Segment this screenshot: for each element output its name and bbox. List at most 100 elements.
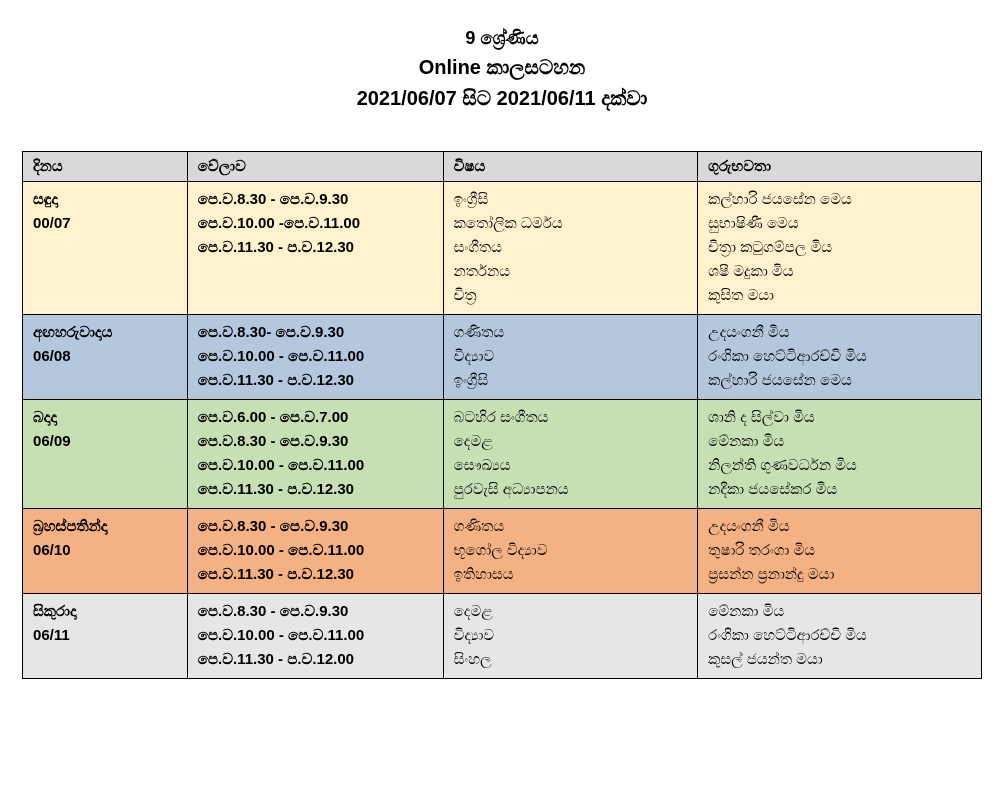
subject-cell: ගණිතයවිද්‍යාවඉංග්‍රීසි bbox=[443, 315, 698, 400]
subject-cell-line: සෞඛ්‍යය bbox=[454, 454, 688, 478]
subject-cell-line: සංගීතය bbox=[454, 236, 688, 260]
table-row: සඳුදා00/07පෙ.ව.8.30 - පෙ.ව.9.30පෙ.ව.10.0… bbox=[23, 182, 982, 315]
day-cell-line: 00/07 bbox=[33, 212, 177, 236]
day-cell: සඳුදා00/07 bbox=[23, 182, 188, 315]
timetable-body: සඳුදා00/07පෙ.ව.8.30 - පෙ.ව.9.30පෙ.ව.10.0… bbox=[23, 182, 982, 679]
subject-cell-line: බටහිර සංගීතය bbox=[454, 406, 688, 430]
teacher-cell: ශානි ද සිල්වා මියමේනකා මියනිලන්ති ගුණවර්… bbox=[698, 400, 982, 509]
time-cell: පෙ.ව.8.30 - පෙ.ව.9.30පෙ.ව.10.00 -පෙ.ව.11… bbox=[187, 182, 443, 315]
teacher-cell-line: චිත්‍රා කටුගම්පල මිය bbox=[708, 236, 971, 260]
time-cell-line: පෙ.ව.6.00 - පෙ.ව.7.00 bbox=[198, 406, 433, 430]
time-cell-line: පෙ.ව.8.30 - පෙ.ව.9.30 bbox=[198, 188, 433, 212]
teacher-cell-line: නදීකා ජයසේකර මිය bbox=[708, 478, 971, 502]
time-cell-line: පෙ.ව.11.30 - ප.ව.12.30 bbox=[198, 236, 433, 260]
time-cell-line: පෙ.ව.11.30 - ප.ව.12.00 bbox=[198, 648, 433, 672]
teacher-cell-line: කල්හාරි ජයසේන මෙය bbox=[708, 369, 971, 393]
time-cell-line: පෙ.ව.10.00 - පෙ.ව.11.00 bbox=[198, 624, 433, 648]
col-day: දිනය bbox=[23, 152, 188, 182]
teacher-cell-line: උදයංගනී මිය bbox=[708, 321, 971, 345]
teacher-cell: උදයංගනී මියතුෂාරි තරංගා මියප්‍රසන්න ප්‍ර… bbox=[698, 509, 982, 594]
day-cell-line: සිකුරාදා bbox=[33, 600, 177, 624]
day-cell-line: 06/09 bbox=[33, 430, 177, 454]
subject-cell-line: ඉතිහාසය bbox=[454, 563, 688, 587]
subject-cell-line: දෙමළ bbox=[454, 430, 688, 454]
time-cell-line: පෙ.ව.8.30 - පෙ.ව.9.30 bbox=[198, 600, 433, 624]
subject-cell-line: විද්‍යාව bbox=[454, 345, 688, 369]
time-cell: පෙ.ව.8.30 - පෙ.ව.9.30පෙ.ව.10.00 - පෙ.ව.1… bbox=[187, 509, 443, 594]
teacher-cell-line: කල්හාරි ජයසේන මෙය bbox=[708, 188, 971, 212]
table-row: අඟහරුවාදාය06/08පෙ.ව.8.30- පෙ.ව.9.30පෙ.ව.… bbox=[23, 315, 982, 400]
teacher-cell-line: මේනකා මිය bbox=[708, 430, 971, 454]
subject-cell-line: සිංහල bbox=[454, 648, 688, 672]
teacher-cell: උදයංගනී මියරංගිකා හෙට්ටිආරච්චි මියකල්හාර… bbox=[698, 315, 982, 400]
time-cell-line: පෙ.ව.10.00 - පෙ.ව.11.00 bbox=[198, 345, 433, 369]
teacher-cell-line: ශෂී මදුකා මිය bbox=[708, 260, 971, 284]
day-cell-line: අඟහරුවාදාය bbox=[33, 321, 177, 345]
header-row: දිනය වේලාව විෂය ගුරුභවතා bbox=[23, 152, 982, 182]
time-cell-line: පෙ.ව.8.30 - පෙ.ව.9.30 bbox=[198, 515, 433, 539]
teacher-cell-line: උදයංගනී මිය bbox=[708, 515, 971, 539]
subject-cell: බටහිර සංගීතයදෙමළසෞඛ්‍යයපුරවැසි අධ්‍යාපනය bbox=[443, 400, 698, 509]
teacher-cell-line: ශානි ද සිල්වා මිය bbox=[708, 406, 971, 430]
col-teacher: ගුරුභවතා bbox=[698, 152, 982, 182]
time-cell: පෙ.ව.8.30 - පෙ.ව.9.30පෙ.ව.10.00 - පෙ.ව.1… bbox=[187, 594, 443, 679]
day-cell: සිකුරාදා06/11 bbox=[23, 594, 188, 679]
day-cell-line: 06/10 bbox=[33, 539, 177, 563]
time-cell-line: පෙ.ව.10.00 - පෙ.ව.11.00 bbox=[198, 454, 433, 478]
teacher-cell-line: ප්‍රසන්න ප්‍රනාන්දු මයා bbox=[708, 563, 971, 587]
header-line-1: 9 ශ්‍රේණිය bbox=[22, 28, 982, 49]
teacher-cell-line: නිලන්ති ගුණවර්ධන මිය bbox=[708, 454, 971, 478]
subject-cell-line: පුරවැසි අධ්‍යාපනය bbox=[454, 478, 688, 502]
teacher-cell-line: රංගිකා හෙට්ටිආරච්චි මිය bbox=[708, 345, 971, 369]
day-cell-line: 06/11 bbox=[33, 624, 177, 648]
teacher-cell-line: කුසිත මයා bbox=[708, 284, 971, 308]
timetable: දිනය වේලාව විෂය ගුරුභවතා සඳුදා00/07පෙ.ව.… bbox=[22, 151, 982, 679]
time-cell-line: පෙ.ව.8.30 - පෙ.ව.9.30 bbox=[198, 430, 433, 454]
day-cell-line: බ්‍රහස්පතින්දා bbox=[33, 515, 177, 539]
day-cell: බ්‍රහස්පතින්දා06/10 bbox=[23, 509, 188, 594]
header-line-2: Online කාලසටහන bbox=[22, 57, 982, 80]
header-line-3: 2021/06/07 සිට 2021/06/11 දක්වා bbox=[22, 88, 982, 111]
time-cell-line: පෙ.ව.11.30 - ප.ව.12.30 bbox=[198, 563, 433, 587]
time-cell: පෙ.ව.6.00 - පෙ.ව.7.00පෙ.ව.8.30 - පෙ.ව.9.… bbox=[187, 400, 443, 509]
time-cell-line: පෙ.ව.8.30- පෙ.ව.9.30 bbox=[198, 321, 433, 345]
teacher-cell: මේනකා මියරංගිකා හෙට්ටිආරච්චි මියකුසල් ජය… bbox=[698, 594, 982, 679]
subject-cell-line: භූගෝල විද්‍යාව bbox=[454, 539, 688, 563]
subject-cell-line: කතෝලික ධර්මය bbox=[454, 212, 688, 236]
timetable-head: දිනය වේලාව විෂය ගුරුභවතා bbox=[23, 152, 982, 182]
subject-cell-line: චිත්‍ර bbox=[454, 284, 688, 308]
document-page: 9 ශ්‍රේණිය Online කාලසටහන 2021/06/07 සිට… bbox=[22, 28, 982, 679]
subject-cell: ගණිතයභූගෝල විද්‍යාවඉතිහාසය bbox=[443, 509, 698, 594]
time-cell: පෙ.ව.8.30- පෙ.ව.9.30පෙ.ව.10.00 - පෙ.ව.11… bbox=[187, 315, 443, 400]
time-cell-line: පෙ.ව.11.30 - ප.ව.12.30 bbox=[198, 369, 433, 393]
subject-cell-line: ගණිතය bbox=[454, 515, 688, 539]
subject-cell-line: දෙමළ bbox=[454, 600, 688, 624]
day-cell: අඟහරුවාදාය06/08 bbox=[23, 315, 188, 400]
subject-cell: දෙමළවිද්‍යාවසිංහල bbox=[443, 594, 698, 679]
time-cell-line: පෙ.ව.11.30 - ප.ව.12.30 bbox=[198, 478, 433, 502]
day-cell: බදාදා06/09 bbox=[23, 400, 188, 509]
subject-cell: ඉංග්‍රීසිකතෝලික ධර්මයසංගීතයනර්තනයචිත්‍ර bbox=[443, 182, 698, 315]
teacher-cell: කල්හාරි ජයසේන මෙයසුභාෂිණී මෙයචිත්‍රා කටු… bbox=[698, 182, 982, 315]
teacher-cell-line: සුභාෂිණී මෙය bbox=[708, 212, 971, 236]
day-cell-line: බදාදා bbox=[33, 406, 177, 430]
col-subject: විෂය bbox=[443, 152, 698, 182]
time-cell-line: පෙ.ව.10.00 -පෙ.ව.11.00 bbox=[198, 212, 433, 236]
day-cell-line: සඳුදා bbox=[33, 188, 177, 212]
teacher-cell-line: තුෂාරි තරංගා මිය bbox=[708, 539, 971, 563]
subject-cell-line: ඉංග්‍රීසි bbox=[454, 188, 688, 212]
document-header: 9 ශ්‍රේණිය Online කාලසටහන 2021/06/07 සිට… bbox=[22, 28, 982, 111]
subject-cell-line: විද්‍යාව bbox=[454, 624, 688, 648]
day-cell-line: 06/08 bbox=[33, 345, 177, 369]
table-row: බදාදා06/09පෙ.ව.6.00 - පෙ.ව.7.00පෙ.ව.8.30… bbox=[23, 400, 982, 509]
teacher-cell-line: රංගිකා හෙට්ටිආරච්චි මිය bbox=[708, 624, 971, 648]
table-row: බ්‍රහස්පතින්දා06/10පෙ.ව.8.30 - පෙ.ව.9.30… bbox=[23, 509, 982, 594]
subject-cell-line: ඉංග්‍රීසි bbox=[454, 369, 688, 393]
subject-cell-line: නර්තනය bbox=[454, 260, 688, 284]
subject-cell-line: ගණිතය bbox=[454, 321, 688, 345]
teacher-cell-line: මේනකා මිය bbox=[708, 600, 971, 624]
col-time: වේලාව bbox=[187, 152, 443, 182]
table-row: සිකුරාදා06/11පෙ.ව.8.30 - පෙ.ව.9.30පෙ.ව.1… bbox=[23, 594, 982, 679]
teacher-cell-line: කුසල් ජයන්ත මයා bbox=[708, 648, 971, 672]
time-cell-line: පෙ.ව.10.00 - පෙ.ව.11.00 bbox=[198, 539, 433, 563]
